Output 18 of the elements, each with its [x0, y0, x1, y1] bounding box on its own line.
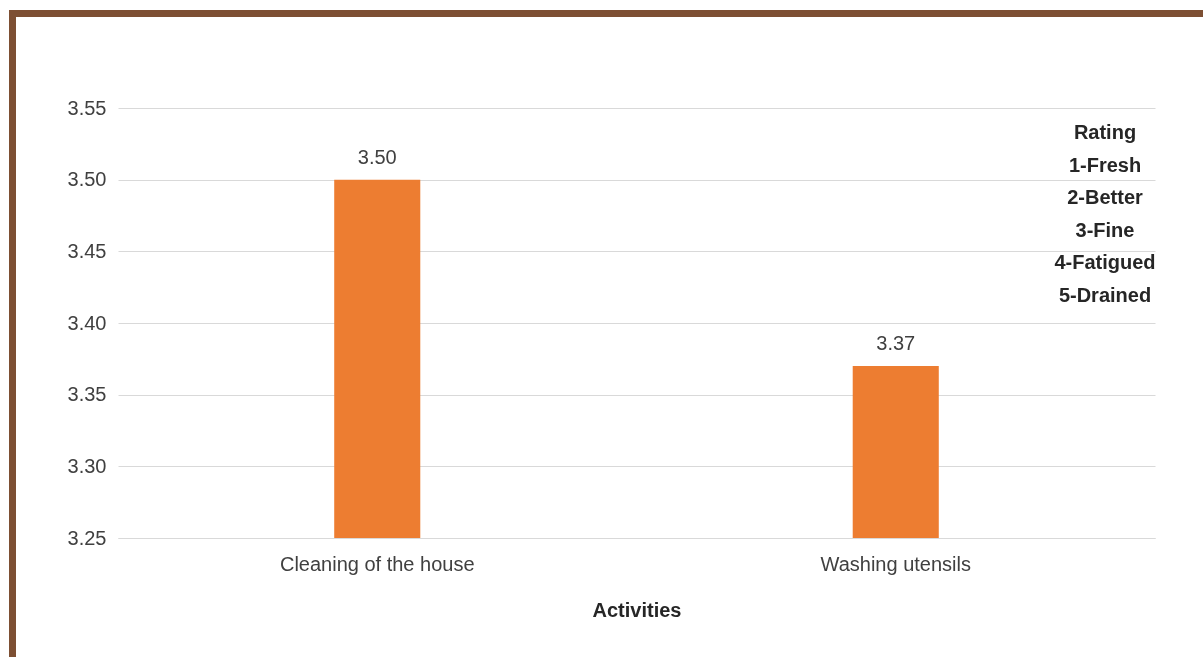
- y-tick-label: 3.45: [67, 239, 107, 262]
- y-tick-label: 3.25: [67, 526, 107, 549]
- y-tick-label: 3.35: [67, 383, 107, 406]
- annotation: 2-Better: [1067, 186, 1143, 208]
- y-tick-label: 3.50: [67, 168, 107, 191]
- y-tick-label: 3.30: [67, 454, 107, 477]
- x-axis-title: Activities: [592, 598, 682, 621]
- annotation: 3-Fine: [1075, 218, 1135, 241]
- x-tick-label: Washing utensils: [820, 552, 971, 575]
- annotation: 5-Drained: [1058, 283, 1152, 306]
- data-label: 3.50: [357, 145, 397, 168]
- annotation: Rating: [1073, 121, 1137, 143]
- x-tick-label: Cleaning of the house: [279, 552, 475, 575]
- y-tick-label: 3.55: [67, 96, 107, 119]
- annotation: 4-Fatigued: [1054, 251, 1156, 273]
- annotation: 1-Fresh: [1068, 153, 1142, 176]
- data-label: 3.37: [876, 332, 916, 354]
- y-tick-label: 3.40: [67, 311, 107, 334]
